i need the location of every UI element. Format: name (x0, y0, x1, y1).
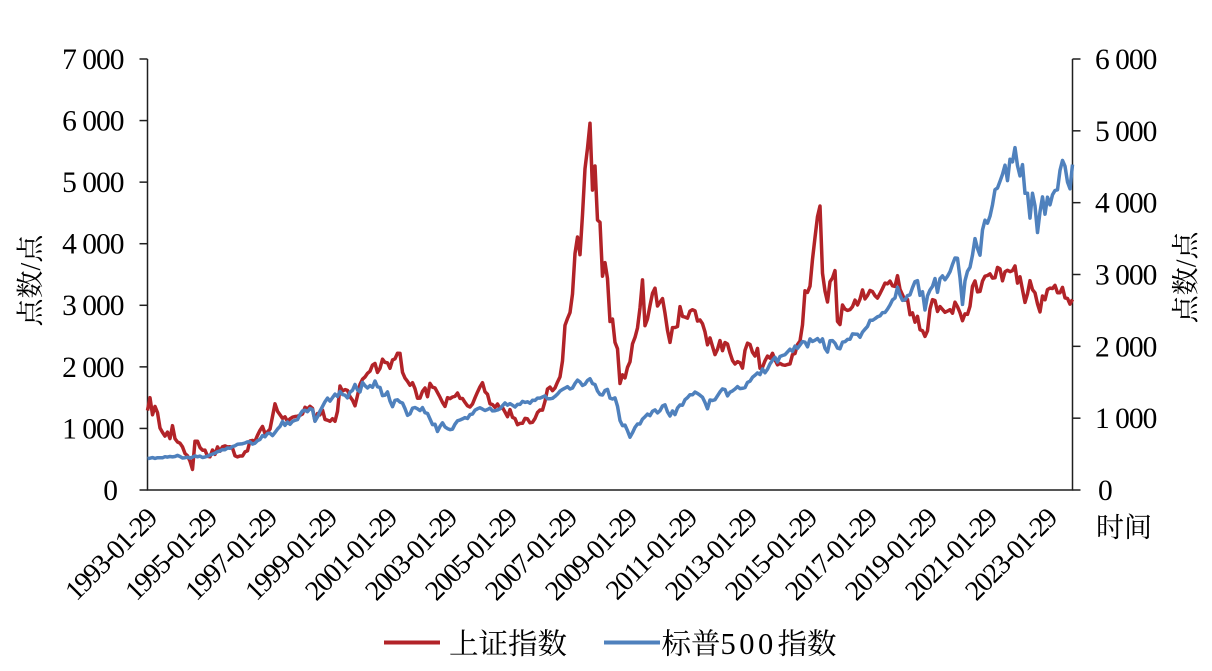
svg-text:2 000: 2 000 (62, 352, 124, 384)
svg-text:4 000: 4 000 (1095, 188, 1157, 220)
svg-text:3 000: 3 000 (62, 290, 124, 322)
svg-text:4 000: 4 000 (62, 229, 124, 261)
svg-text:5 000: 5 000 (1095, 116, 1157, 148)
svg-text:5 000: 5 000 (62, 167, 124, 199)
svg-text:7 000: 7 000 (62, 44, 124, 76)
svg-text:3 000: 3 000 (1095, 259, 1157, 291)
svg-text:1 000: 1 000 (1095, 403, 1157, 435)
svg-text:500: 500 (721, 627, 777, 661)
svg-text:1 000: 1 000 (62, 413, 124, 445)
svg-text:6 000: 6 000 (62, 106, 124, 138)
svg-text:/: / (1171, 259, 1202, 267)
svg-text:2 000: 2 000 (1095, 331, 1157, 363)
svg-text:/: / (16, 263, 47, 271)
svg-text:0: 0 (103, 475, 117, 507)
svg-text:6 000: 6 000 (1095, 44, 1157, 76)
svg-text:0: 0 (1098, 475, 1112, 507)
